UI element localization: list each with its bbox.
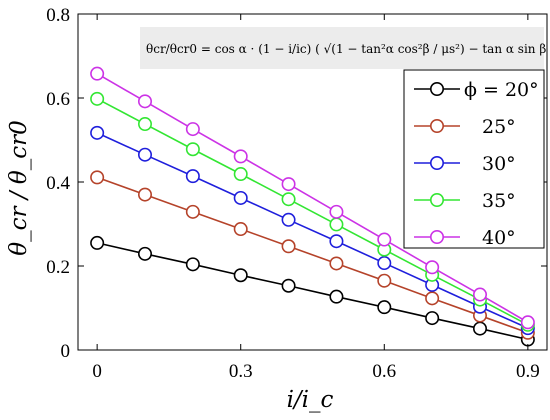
data-point [185,122,200,137]
x-tick-label: 0.6 [372,361,396,382]
data-point [185,142,200,157]
data-point [425,260,440,275]
series-line [96,242,529,341]
data-point [138,117,153,132]
data-point [377,232,392,247]
legend-label: 25° [482,116,516,138]
legend-marker [429,82,444,97]
legend-marker [429,193,444,208]
y-tick-label: 0 [61,341,71,362]
legend-item-2: 30° [414,153,516,175]
x-tick-label: 0.9 [516,361,540,382]
data-point [138,94,153,109]
legend-item-1: 25° [414,116,516,138]
series-line [96,176,529,334]
data-point [281,192,296,207]
x-axis-label: i/i_c [287,387,334,413]
legend-label: ϕ = 20° [464,79,539,101]
data-point [233,167,248,182]
legend-label: 30° [482,153,516,175]
y-tick-label: 0.2 [46,257,70,278]
data-point [281,239,296,254]
data-point [138,147,153,162]
x-tick-label: 0.3 [229,361,253,382]
data-point [520,315,535,330]
data-point [233,268,248,283]
data-point [185,204,200,219]
y-tick-label: 0.4 [46,173,70,194]
series-line [96,98,529,326]
data-point [281,177,296,192]
legend-item-4: 40° [414,227,516,249]
data-point [233,190,248,205]
data-point [329,289,344,304]
y-tick-label: 0.6 [46,89,70,110]
legend-label: 40° [482,227,516,249]
data-point [472,287,487,302]
data-point [90,125,105,140]
legend: ϕ = 20° 25° 30° 35° 40° [403,69,545,249]
data-point [90,66,105,81]
legend-marker [429,230,444,245]
data-point [90,235,105,250]
legend-item-3: 35° [414,190,516,212]
series-line [96,72,529,323]
data-point [185,169,200,184]
data-point [233,222,248,237]
data-point [281,278,296,293]
legend-marker [429,156,444,171]
data-point [377,300,392,315]
series-4 [90,66,535,330]
data-point [138,246,153,261]
series-line [96,132,529,329]
data-point [90,91,105,106]
data-point [138,187,153,202]
data-point [281,212,296,227]
data-point [329,234,344,249]
series-layer [90,66,535,347]
data-point [377,273,392,288]
data-point [233,149,248,164]
data-point [329,217,344,232]
data-point [185,257,200,272]
data-point [90,170,105,185]
legend-label: 35° [482,190,516,212]
legend-marker [429,119,444,134]
axes-layer: 0 0.3 0.6 0.9 0 0.2 0.4 0.6 0.8 [46,5,548,382]
data-point [329,204,344,219]
data-point [377,256,392,271]
y-axis-label: θ_cr / θ_cr0 [6,120,32,255]
y-tick-label: 0.8 [46,5,70,26]
data-point [472,321,487,336]
x-tick-label: 0 [92,361,102,382]
series-0 [90,235,535,347]
series-1 [90,170,535,340]
data-point [425,311,440,326]
legend-item-0: ϕ = 20° [414,79,539,101]
data-point [329,256,344,271]
formula-annotation: θcr/θcr0 = cos α · (1 − i/ic) ( √(1 − ta… [140,27,550,69]
formula-text: θcr/θcr0 = cos α · (1 − i/ic) ( √(1 − ta… [146,42,550,56]
data-point [425,291,440,306]
